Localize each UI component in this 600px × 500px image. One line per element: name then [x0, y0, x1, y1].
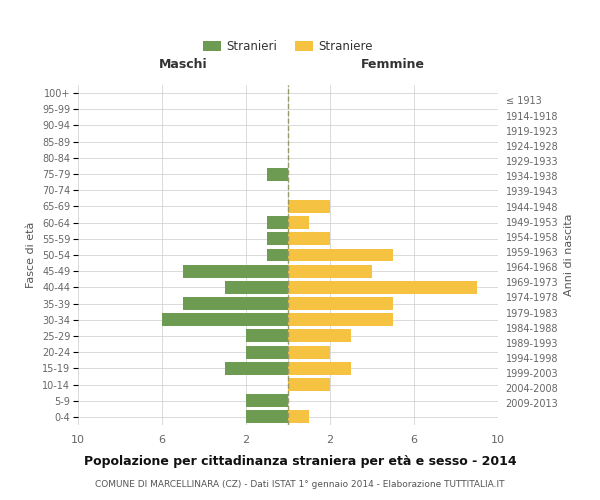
Bar: [288, 297, 393, 310]
Y-axis label: Anni di nascita: Anni di nascita: [564, 214, 574, 296]
Bar: [288, 314, 393, 326]
Bar: [288, 410, 309, 424]
Bar: [225, 281, 288, 294]
Bar: [246, 394, 288, 407]
Bar: [246, 346, 288, 358]
Bar: [288, 264, 372, 278]
Bar: [288, 216, 309, 229]
Bar: [288, 281, 477, 294]
Bar: [267, 168, 288, 180]
Bar: [246, 330, 288, 342]
Text: Maschi: Maschi: [158, 58, 208, 71]
Bar: [288, 362, 351, 375]
Bar: [246, 410, 288, 424]
Bar: [288, 232, 330, 245]
Bar: [267, 232, 288, 245]
Bar: [288, 378, 330, 391]
Bar: [267, 248, 288, 262]
Bar: [267, 216, 288, 229]
Y-axis label: Fasce di età: Fasce di età: [26, 222, 37, 288]
Bar: [183, 297, 288, 310]
Bar: [225, 362, 288, 375]
Bar: [288, 330, 351, 342]
Text: COMUNE DI MARCELLINARA (CZ) - Dati ISTAT 1° gennaio 2014 - Elaborazione TUTTITAL: COMUNE DI MARCELLINARA (CZ) - Dati ISTAT…: [95, 480, 505, 489]
Bar: [288, 248, 393, 262]
Text: Femmine: Femmine: [361, 58, 425, 71]
Bar: [162, 314, 288, 326]
Bar: [288, 200, 330, 213]
Text: Popolazione per cittadinanza straniera per età e sesso - 2014: Popolazione per cittadinanza straniera p…: [83, 455, 517, 468]
Legend: Stranieri, Straniere: Stranieri, Straniere: [199, 36, 377, 56]
Bar: [183, 264, 288, 278]
Bar: [288, 346, 330, 358]
